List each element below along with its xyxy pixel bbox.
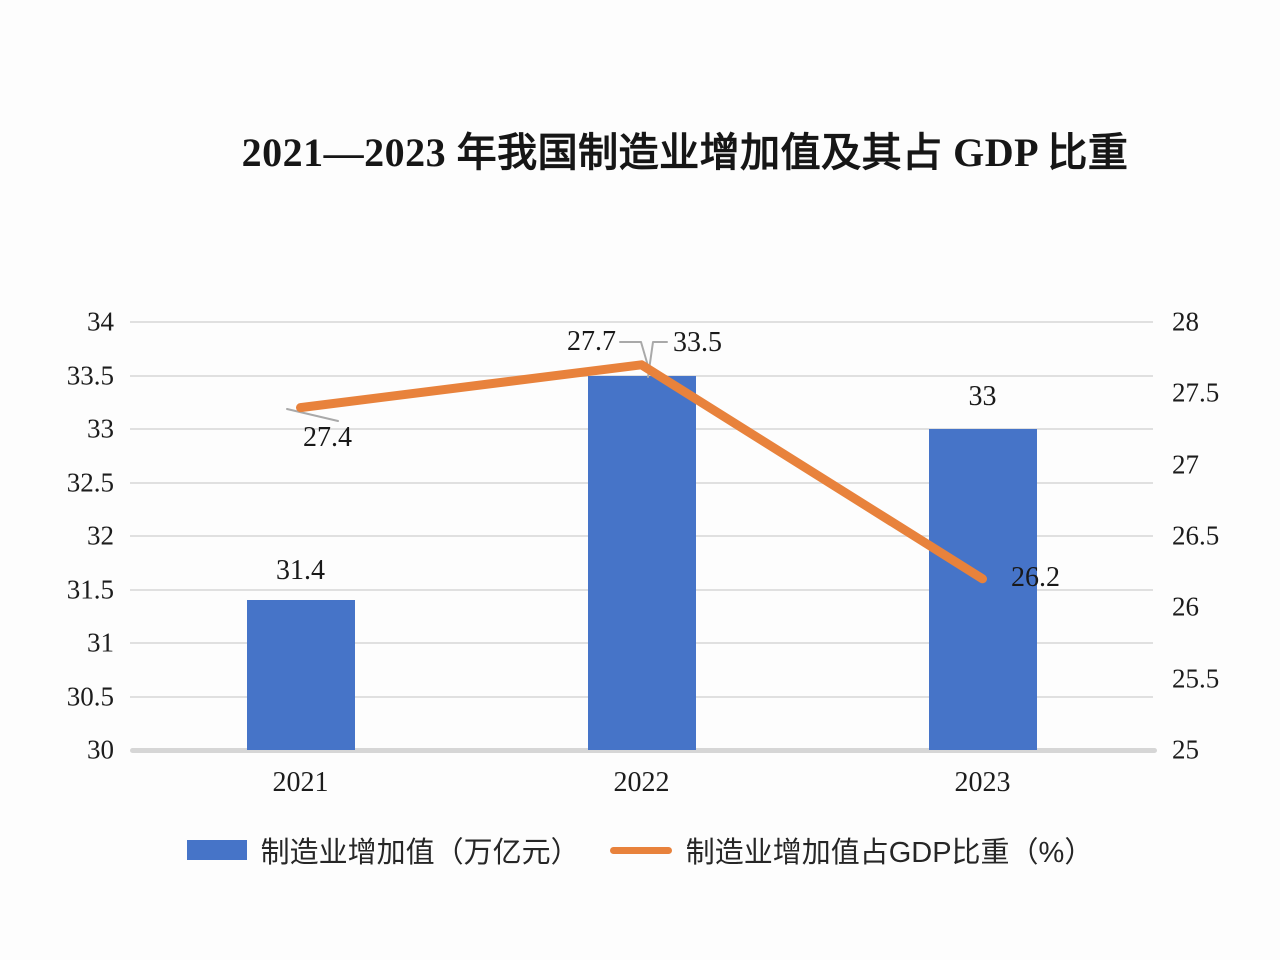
- left-axis-tick-label: 32: [87, 520, 114, 551]
- legend-item-line-series: 制造业增加值占GDP比重（%）: [609, 829, 1094, 871]
- left-axis-tick-label: 32.5: [66, 467, 114, 497]
- right-axis-tick-label: 25.5: [1172, 663, 1220, 694]
- gridline: [130, 321, 1153, 323]
- legend: 制造业增加值（万亿元） 制造业增加值占GDP比重（%）: [0, 830, 1280, 870]
- line-series-swatch-icon: [609, 846, 672, 854]
- bar-2021: [246, 600, 355, 750]
- line-data-label: 27.7: [567, 325, 616, 357]
- left-axis-tick-label: 33: [87, 413, 114, 444]
- right-axis-tick-label: 26: [1172, 591, 1199, 622]
- bar-2022: [587, 375, 696, 750]
- bar-data-label: 33: [968, 381, 997, 412]
- callout-leader-33.5: [647, 341, 668, 378]
- left-axis-tick-label: 30: [87, 734, 114, 765]
- chart-title: 2021—2023 年我国制造业增加值及其占 GDP 比重: [241, 130, 1129, 175]
- left-axis-tick-label: 31.5: [66, 574, 114, 604]
- right-axis-tick-label: 28: [1172, 306, 1199, 337]
- legend-label-bar-series: 制造业增加值（万亿元）: [260, 837, 580, 869]
- right-axis-tick-label: 27.5: [1172, 377, 1220, 408]
- legend-item-bar-series: 制造业增加值（万亿元）: [186, 829, 580, 871]
- bar-series-swatch-icon: [186, 840, 247, 860]
- left-axis-tick-label: 31: [87, 627, 114, 658]
- right-axis-tick-label: 27: [1172, 449, 1199, 480]
- right-axis-tick-label: 25: [1172, 734, 1199, 765]
- bar-data-label: 31.4: [276, 555, 325, 587]
- callout-leader-27.4: [286, 408, 339, 422]
- legend-label-line-series: 制造业增加值占GDP比重（%）: [685, 837, 1094, 869]
- left-axis-tick-label: 30.5: [66, 681, 114, 711]
- bar-data-label: 33.5: [673, 326, 722, 358]
- line-data-label: 26.2: [1011, 561, 1060, 593]
- left-axis-tick-label: 33.5: [66, 360, 114, 390]
- line-data-label: 27.4: [303, 421, 352, 453]
- x-axis-category-label: 2022: [613, 767, 670, 798]
- x-axis-category-label: 2023: [954, 767, 1011, 798]
- callout-leader-27.7: [619, 341, 649, 367]
- right-axis-tick-label: 26.5: [1172, 520, 1220, 551]
- x-axis-category-label: 2021: [272, 767, 329, 798]
- x-axis-line: [130, 748, 1157, 753]
- left-axis-tick-label: 34: [87, 306, 114, 337]
